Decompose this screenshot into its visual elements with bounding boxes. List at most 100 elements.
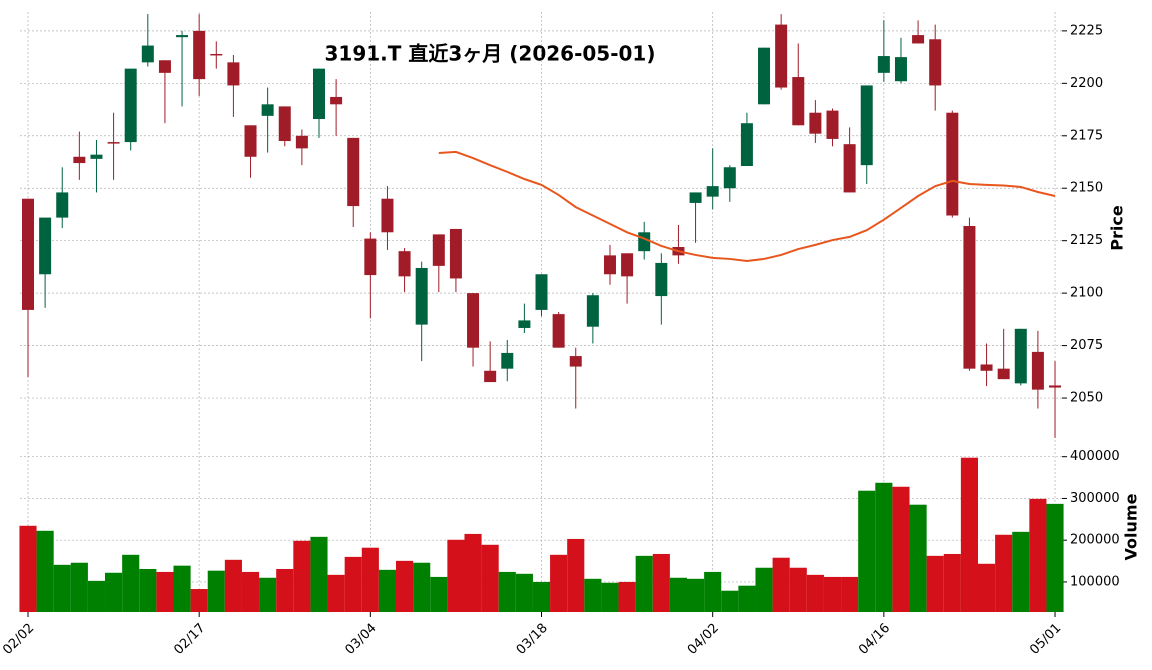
candle-body [603,255,616,275]
candle-body [929,39,942,86]
volume-bar [772,557,790,612]
volume-bar [550,554,568,612]
x-tick-label: 05/01 [1027,621,1064,658]
volume-bar [224,559,242,612]
volume-bar [567,538,585,612]
candle-body [963,226,976,369]
volume-tick-label: 100000 [1070,574,1120,589]
candle-body [398,251,411,277]
candle-body [689,192,702,203]
volume-bar [207,570,225,612]
x-tick-label: 02/02 [0,621,37,658]
candle-body [39,217,52,275]
candle-body [980,364,993,371]
candle-body [569,356,582,367]
candle-body [484,370,497,383]
volume-tick-label: 200000 [1070,533,1120,548]
y-tick-label: 2225 [1070,23,1103,38]
candle-body [775,24,788,88]
volume-bar [53,564,71,612]
candle-body [586,295,599,327]
volume-bar [789,567,807,612]
x-tick-label: 04/02 [685,621,722,658]
candle-body [843,144,856,193]
x-tick-label: 02/17 [171,621,208,658]
y-tick-label: 2175 [1070,128,1103,143]
volume-bar [327,574,345,612]
candle-body [894,57,907,82]
candle-body [655,262,668,297]
candle-body [638,232,651,252]
volume-bar [241,571,260,612]
candle-body [792,77,805,126]
candle-body [227,62,240,86]
y-tick-label: 2200 [1070,76,1103,91]
candle-body [107,142,120,144]
candle-body [141,45,154,63]
volume-bar [515,573,533,612]
volume-bar [652,553,670,612]
candle-body [330,96,343,105]
candle-body [1014,328,1027,384]
y-tick-label: 2150 [1070,181,1103,196]
volume-bar [464,533,482,612]
volume-bar [259,577,277,612]
x-tick-label: 03/04 [343,621,380,658]
candle-body [826,110,839,139]
candle-body [158,60,171,73]
volume-bar [173,565,191,612]
candle-body [860,85,873,166]
volume-bar [1046,503,1064,612]
volume-bar [378,569,397,612]
candle-body [244,125,257,157]
volume-bar [823,576,842,612]
volume-bar [875,482,893,612]
volume-bar [687,578,705,612]
candle-body [809,112,822,134]
candle-body [740,123,753,166]
volume-bar [704,571,722,612]
volume-bar [584,578,602,612]
candle-body [552,314,565,348]
volume-bar [1012,531,1030,612]
volume-bar [310,536,328,612]
candle-body [22,198,34,310]
volume-bar [430,576,448,612]
volume-tick-label: 300000 [1070,491,1120,506]
volume-bar [361,547,379,612]
candle-body [723,167,736,189]
volume-bar [344,556,362,612]
volume-bar [1029,498,1047,612]
volume-bar [396,560,414,612]
volume-bar [190,589,208,612]
volume-bar [755,567,773,612]
volume-bar [87,580,106,612]
candle-body [56,192,69,218]
volume-bar [156,571,174,612]
candle-body [364,238,377,276]
y-tick-label: 2100 [1070,286,1103,301]
candle-body [124,68,137,143]
candle-body [278,106,291,142]
candle-body [449,228,462,279]
candle-body [261,104,274,116]
moving-average-line [438,150,1056,263]
volume-bar [601,582,619,612]
y-tick-label: 2075 [1070,338,1103,353]
volume-bar [858,490,876,612]
volume-bar [635,555,653,612]
candle-body [877,56,890,73]
volume-bar [892,486,910,612]
price-axis-label: Price [1108,205,1127,251]
volume-bar [70,562,88,612]
candle-body [518,320,531,328]
candle-body [193,30,206,80]
candle-body [90,154,103,159]
volume-bar [498,571,516,612]
volume-bar [276,568,294,612]
candle-body [706,186,719,197]
candle-body [758,47,771,105]
volume-bar [447,539,465,612]
candle-body [912,35,925,44]
